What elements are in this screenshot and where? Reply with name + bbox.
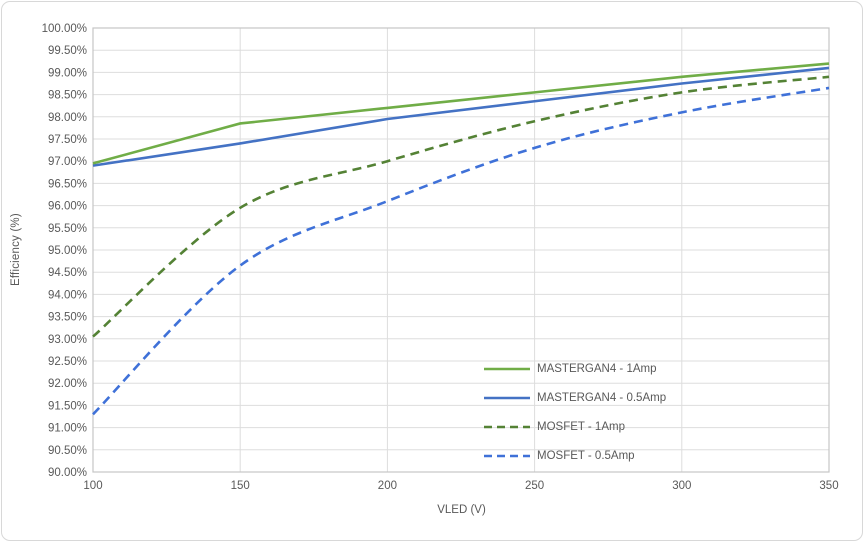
- y-tick-label: 90.50%: [48, 445, 87, 457]
- series-line-mosfet-1amp: [92, 75, 830, 338]
- x-tick-label: 200: [378, 480, 397, 492]
- y-tick-label: 96.50%: [48, 178, 87, 190]
- legend-label: MASTERGAN4 - 0.5Amp: [537, 391, 667, 404]
- y-tick-label: 98.50%: [48, 90, 87, 102]
- legend-line-swatch: [484, 396, 530, 399]
- x-tick-label: 150: [231, 480, 250, 492]
- y-tick-label: 93.00%: [48, 334, 87, 346]
- legend-item-mosfet-0-5amp: MOSFET - 0.5Amp: [484, 441, 666, 470]
- legend-line-swatch: [484, 454, 530, 457]
- x-tick-label: 100: [83, 480, 102, 492]
- legend-item-mastergan4-1amp: MASTERGAN4 - 1Amp: [484, 354, 666, 383]
- y-tick-label: 93.50%: [48, 312, 87, 324]
- x-tick-label: 300: [672, 480, 691, 492]
- legend-item-mosfet-1amp: MOSFET - 1Amp: [484, 412, 666, 441]
- x-tick-label: 350: [819, 480, 838, 492]
- y-tick-label: 95.00%: [48, 245, 87, 257]
- y-tick-label: 97.00%: [48, 156, 87, 168]
- y-tick-label: 96.00%: [48, 201, 87, 213]
- plot-border: [92, 27, 830, 473]
- legend-label: MOSFET - 0.5Amp: [537, 449, 635, 462]
- y-tick-label: 94.00%: [48, 289, 87, 301]
- legend: MASTERGAN4 - 1Amp MASTERGAN4 - 0.5Amp MOSF…: [484, 354, 666, 470]
- y-tick-label: 94.50%: [48, 267, 87, 279]
- y-tick-label: 92.50%: [48, 356, 87, 368]
- y-tick-label: 90.00%: [48, 467, 87, 479]
- y-tick-label: 92.00%: [48, 378, 87, 390]
- y-tick-label: 91.50%: [48, 400, 87, 412]
- y-tick-label: 99.50%: [48, 45, 87, 57]
- y-tick-label: 95.50%: [48, 223, 87, 235]
- y-axis-title: Efficiency (%): [10, 213, 22, 287]
- y-tick-label: 98.00%: [48, 112, 87, 124]
- series-line-mosfet-0-5amp: [92, 86, 830, 416]
- legend-label: MOSFET - 1Amp: [537, 420, 625, 433]
- x-axis-title: VLED (V): [437, 504, 486, 516]
- y-tick-label: 100.00%: [42, 23, 87, 35]
- y-tick-label: 99.00%: [48, 67, 87, 79]
- legend-line-swatch: [484, 425, 530, 428]
- series-line-mastergan4-0-5amp: [92, 66, 830, 167]
- legend-item-mastergan4-0-5amp: MASTERGAN4 - 0.5Amp: [484, 383, 666, 412]
- series-line-mastergan4-1amp: [92, 62, 830, 165]
- x-tick-label: 250: [525, 480, 544, 492]
- legend-label: MASTERGAN4 - 1Amp: [537, 362, 657, 375]
- y-tick-label: 97.50%: [48, 134, 87, 146]
- y-tick-label: 91.00%: [48, 423, 87, 435]
- legend-line-swatch: [484, 367, 530, 370]
